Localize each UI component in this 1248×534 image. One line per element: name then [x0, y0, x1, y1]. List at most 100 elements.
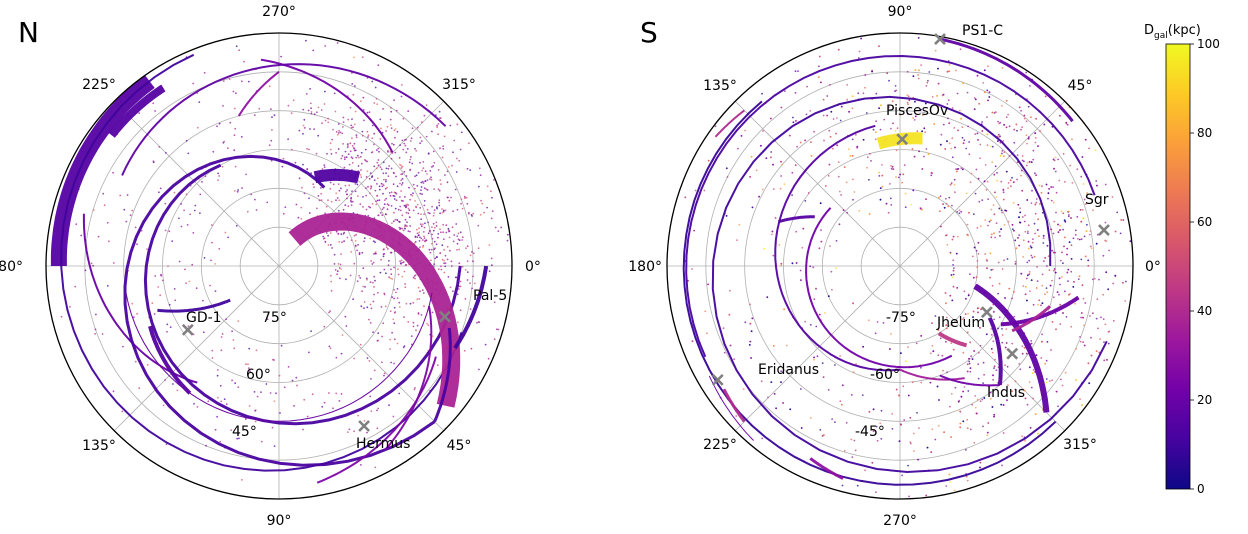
- s-star-point: [960, 210, 963, 213]
- n-star-point: [363, 240, 365, 243]
- s-star-point: [1054, 271, 1057, 274]
- n-star-point: [424, 170, 427, 173]
- s-star-point: [969, 370, 972, 373]
- s-star-point: [924, 102, 927, 105]
- n-star-point: [409, 302, 412, 305]
- s-star-point: [1071, 138, 1073, 141]
- s-star-point: [925, 198, 927, 201]
- n-star-point: [302, 428, 304, 431]
- n-star-point: [374, 252, 376, 255]
- n-star-point: [448, 236, 451, 239]
- s-star-point: [1087, 264, 1090, 267]
- n-star-point: [309, 128, 311, 130]
- n-star-point: [398, 306, 401, 308]
- n-stream-2: [82, 213, 198, 384]
- n-star-point: [331, 138, 333, 141]
- s-star-point: [916, 412, 918, 414]
- s-star-point: [996, 172, 998, 174]
- s-star-point: [1076, 168, 1079, 171]
- n-star-point: [412, 276, 415, 279]
- n-star-point: [316, 111, 318, 114]
- s-star-point: [951, 276, 954, 279]
- s-star-point: [985, 333, 988, 336]
- n-star-point: [390, 191, 393, 194]
- s-star-point: [952, 285, 955, 288]
- s-star-point: [781, 163, 783, 166]
- s-star-point: [804, 29, 806, 31]
- n-star-point: [459, 148, 462, 151]
- s-star-point: [879, 187, 882, 190]
- n-star-point: [346, 189, 348, 191]
- s-star-point: [842, 209, 845, 212]
- s-star-point: [973, 246, 976, 249]
- n-star-point: [373, 179, 376, 182]
- s-star-point: [795, 230, 798, 233]
- s-star-point: [1021, 352, 1024, 355]
- s-star-point: [1080, 258, 1083, 261]
- n-star-point: [95, 313, 97, 316]
- s-star-point: [1028, 366, 1031, 369]
- s-star-point: [960, 395, 963, 398]
- n-star-point: [427, 232, 430, 235]
- n-star-point: [497, 230, 500, 233]
- s-star-point: [1055, 211, 1057, 214]
- n-star-point: [422, 182, 425, 185]
- s-star-point: [1095, 350, 1098, 352]
- n-star-point: [339, 131, 342, 134]
- n-star-point: [342, 126, 344, 128]
- s-star-point: [1044, 95, 1047, 98]
- n-star-point: [377, 164, 380, 167]
- s-star-point: [765, 157, 768, 160]
- s-star-point: [1107, 288, 1110, 291]
- n-star-point: [441, 258, 444, 261]
- s-star-point: [1020, 128, 1022, 131]
- s-star-point: [1082, 297, 1085, 300]
- s-star-point: [1102, 293, 1104, 296]
- n-star-point: [312, 183, 315, 186]
- s-star-point: [780, 264, 783, 267]
- s-star-point: [874, 138, 877, 141]
- n-star-point: [281, 165, 284, 168]
- s-star-point: [1061, 384, 1064, 387]
- n-star-point: [101, 333, 104, 335]
- s-star-point: [967, 313, 969, 315]
- n-star-point: [359, 155, 362, 158]
- s-star-point: [853, 439, 856, 442]
- n-star-point: [272, 358, 274, 361]
- s-star-point: [1026, 161, 1029, 164]
- n-star-point: [419, 192, 422, 195]
- n-star-point: [406, 203, 409, 206]
- s-star-point: [809, 265, 812, 268]
- n-star-point: [369, 237, 372, 240]
- n-star-point: [219, 384, 222, 387]
- n-star-point: [180, 203, 183, 205]
- n-star-point: [359, 173, 362, 176]
- n-star-point: [365, 194, 367, 197]
- n-star-point: [379, 138, 382, 140]
- s-star-point: [956, 92, 959, 95]
- s-star-point: [1024, 230, 1027, 233]
- s-star-point: [977, 253, 980, 255]
- s-star-point: [978, 200, 981, 203]
- n-star-point: [331, 247, 333, 249]
- s-star-point: [816, 355, 819, 358]
- n-star-point: [421, 121, 423, 124]
- s-star-point: [1081, 209, 1084, 211]
- s-star-point: [1070, 270, 1073, 273]
- s-star-point: [965, 475, 968, 478]
- s-star-point: [930, 172, 933, 174]
- n-star-point: [317, 195, 320, 197]
- n-star-point: [442, 223, 445, 226]
- s-star-point: [1031, 241, 1034, 244]
- s-star-point: [1037, 145, 1039, 148]
- n-star-point: [233, 134, 236, 137]
- s-star-point: [784, 90, 786, 92]
- n-star-point: [362, 267, 365, 270]
- s-star-point: [967, 294, 970, 297]
- s-star-point: [1057, 223, 1059, 226]
- s-star-point: [976, 74, 979, 77]
- s-star-point: [948, 196, 951, 199]
- s-stream-6: [805, 207, 953, 369]
- n-star-point: [391, 278, 393, 280]
- n-star-point: [327, 199, 329, 202]
